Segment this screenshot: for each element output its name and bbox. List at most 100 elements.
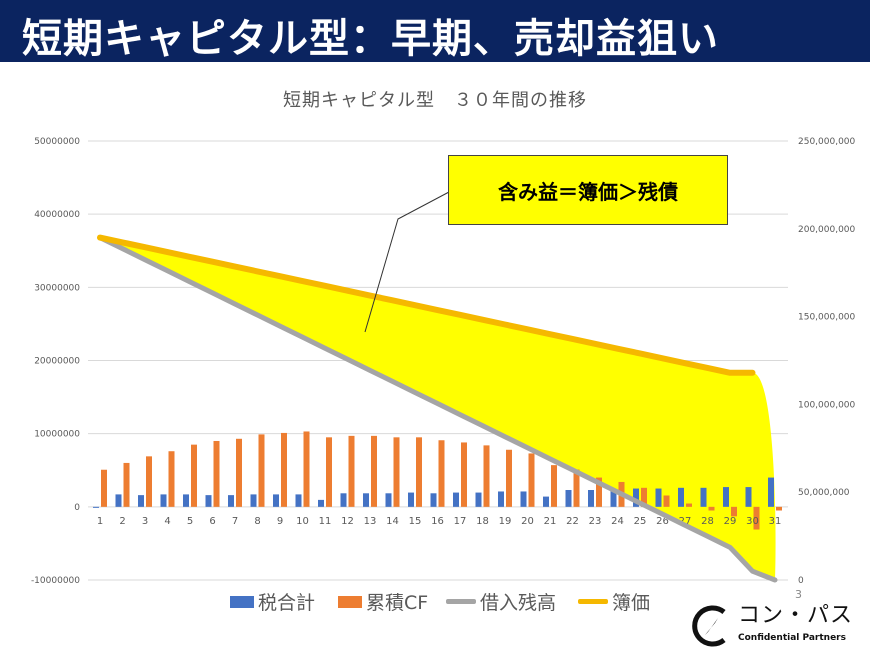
- x-axis-tick-label: 16: [431, 516, 444, 527]
- x-axis-tick-label: 9: [277, 516, 283, 527]
- left-axis-tick-label: 10000000: [34, 430, 80, 440]
- x-axis-tick-label: 18: [476, 516, 489, 527]
- bar-cumulative-cf: [551, 465, 557, 507]
- legend-label-loan: 借入残高: [480, 592, 557, 614]
- bar-cumulative-cf: [596, 477, 602, 507]
- bar-tax: [250, 494, 257, 507]
- x-axis-tick-label: 6: [209, 516, 215, 527]
- bar-tax: [565, 490, 572, 507]
- x-axis-tick-label: 7: [232, 516, 238, 527]
- x-axis-tick-label: 5: [187, 516, 193, 527]
- logo-subtitle: Confidential Partners: [738, 633, 846, 643]
- bar-tax: [768, 477, 774, 507]
- x-axis-tick-label: 25: [634, 516, 647, 527]
- unrealized-gain-area: [100, 237, 776, 580]
- left-axis-tick-label: 40000000: [34, 210, 80, 220]
- x-axis-tick-label: 28: [701, 516, 714, 527]
- bar-tax: [183, 494, 189, 507]
- bar-cumulative-cf: [168, 451, 175, 507]
- bar-tax: [93, 506, 99, 508]
- x-axis-tick-label: 2: [119, 516, 125, 527]
- legend-label-tax: 税合計: [258, 592, 316, 614]
- x-axis-tick-label: 15: [409, 516, 422, 527]
- x-axis-tick-label: 23: [589, 516, 602, 527]
- left-axis-tick-label: -10000000: [31, 576, 80, 586]
- callout-box: 含み益＝簿価＞残債: [448, 155, 728, 225]
- bar-tax: [318, 499, 324, 507]
- left-axis-tick-label: 30000000: [34, 283, 80, 293]
- legend-swatch-loan: [446, 599, 476, 604]
- page-number: 3: [795, 588, 802, 601]
- bar-cumulative-cf: [573, 469, 580, 507]
- x-axis-tick-label: 19: [499, 516, 512, 527]
- right-axis-tick-label: 100,000,000: [798, 400, 856, 410]
- callout-leader-line: [364, 191, 450, 333]
- bar-tax: [543, 496, 549, 507]
- bar-cumulative-cf: [146, 456, 152, 507]
- bar-cumulative-cf: [438, 440, 445, 507]
- legend-label-book: 簿価: [612, 592, 651, 614]
- x-axis-tick-label: 14: [386, 516, 399, 527]
- right-axis-tick-label: 150,000,000: [798, 313, 856, 323]
- bar-cumulative-cf: [348, 435, 355, 507]
- bar-cumulative-cf: [416, 437, 422, 507]
- legend-item-tax: 税合計: [230, 588, 315, 615]
- bar-tax: [633, 488, 639, 507]
- bar-tax: [475, 492, 482, 507]
- bar-cumulative-cf: [663, 495, 670, 507]
- legend-item-book: 簿価: [578, 588, 650, 615]
- right-axis-tick-label: 0: [798, 576, 804, 586]
- bar-tax: [588, 490, 594, 507]
- x-axis-tick-label: 29: [724, 516, 737, 527]
- legend-swatch-cf: [338, 595, 362, 608]
- x-axis-tick-label: 12: [341, 516, 354, 527]
- x-axis-tick-label: 26: [656, 516, 669, 527]
- x-axis-tick-label: 22: [566, 516, 579, 527]
- bar-cumulative-cf: [213, 440, 220, 507]
- bar-cumulative-cf: [483, 445, 490, 507]
- right-axis-tick-label: 250,000,000: [798, 137, 856, 147]
- x-axis-tick-label: 1: [97, 516, 103, 527]
- x-axis-tick-label: 10: [296, 516, 309, 527]
- slide-title-bar: 短期キャピタル型：早期、売却益狙い: [0, 0, 870, 62]
- x-axis-tick-label: 20: [521, 516, 534, 527]
- x-axis-tick-label: 4: [164, 516, 170, 527]
- x-axis-tick-label: 21: [544, 516, 557, 527]
- bar-tax: [295, 494, 302, 507]
- bar-cumulative-cf: [506, 449, 512, 507]
- bar-cumulative-cf: [326, 437, 332, 507]
- bar-tax: [363, 493, 369, 507]
- bar-tax: [160, 494, 167, 507]
- line-book-value: [97, 234, 756, 376]
- x-axis-tick-label: 3: [142, 516, 148, 527]
- x-axis-tick-label: 30: [746, 516, 759, 527]
- bar-cumulative-cf: [236, 438, 242, 507]
- bar-cumulative-cf: [123, 462, 130, 507]
- bar-cumulative-cf: [731, 506, 737, 517]
- x-axis-tick-label: 24: [611, 516, 624, 527]
- legend-item-loan: 借入残高: [446, 588, 556, 615]
- bar-cumulative-cf: [528, 453, 535, 507]
- bar-cumulative-cf: [258, 434, 265, 507]
- bar-tax: [610, 490, 617, 507]
- bar-tax: [138, 495, 144, 507]
- legend-swatch-book: [578, 599, 608, 604]
- bar-tax: [408, 492, 414, 507]
- bar-cumulative-cf: [686, 503, 692, 507]
- right-axis-tick-label: 50,000,000: [798, 488, 850, 498]
- bar-tax: [678, 487, 684, 507]
- bar-tax: [115, 494, 122, 507]
- bar-tax: [700, 487, 707, 507]
- bar-tax: [385, 493, 392, 507]
- bar-tax: [340, 493, 347, 507]
- legend-label-cf: 累積CF: [366, 592, 429, 614]
- legend: 税合計 累積CF 借入残高 簿価: [0, 588, 870, 614]
- bar-cumulative-cf: [191, 444, 197, 507]
- compass-logo-icon: [692, 605, 726, 647]
- callout-text: 含み益＝簿価＞残債: [498, 179, 678, 204]
- chart-title: 短期キャピタル型 ３０年間の推移: [283, 90, 587, 111]
- bar-cumulative-cf: [101, 469, 107, 507]
- x-axis-tick-label: 13: [364, 516, 377, 527]
- x-axis-tick-label: 31: [769, 516, 782, 527]
